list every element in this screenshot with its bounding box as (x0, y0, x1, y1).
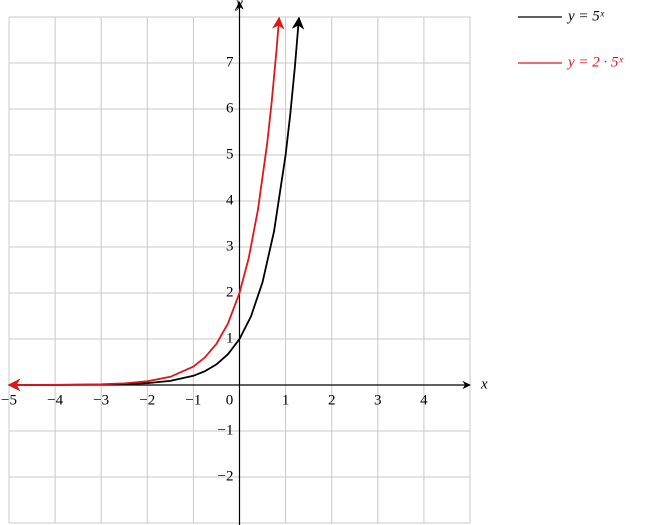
y-axis-label: y (234, 0, 243, 11)
y-tick-label: 4 (226, 192, 234, 208)
x-tick-label: 2 (328, 392, 336, 408)
x-tick-label: −3 (93, 392, 109, 408)
y-tick-label: 1 (226, 330, 234, 346)
y-tick-label: −1 (218, 422, 234, 438)
y-tick-label: 5 (226, 146, 234, 162)
x-axis-label: x (480, 376, 488, 392)
x-tick-label: −4 (47, 392, 63, 408)
x-tick-label: −1 (185, 392, 201, 408)
y-tick-label: 2 (226, 284, 234, 300)
x-tick-label: −5 (1, 392, 17, 408)
x-tick-label: 3 (374, 392, 382, 408)
y-tick-label: 6 (226, 100, 234, 116)
curve (7, 16, 285, 392)
y-tick-label: −2 (218, 468, 234, 484)
x-tick-label: 0 (226, 392, 234, 408)
y-tick-label: 7 (226, 54, 234, 70)
x-tick-label: 1 (282, 392, 290, 408)
x-tick-label: −2 (139, 392, 155, 408)
legend-label: y = 2 · 5ˣ (566, 54, 624, 70)
legend-label: y = 5ˣ (566, 8, 605, 24)
x-tick-label: 4 (420, 392, 428, 408)
y-tick-label: 3 (226, 238, 234, 254)
